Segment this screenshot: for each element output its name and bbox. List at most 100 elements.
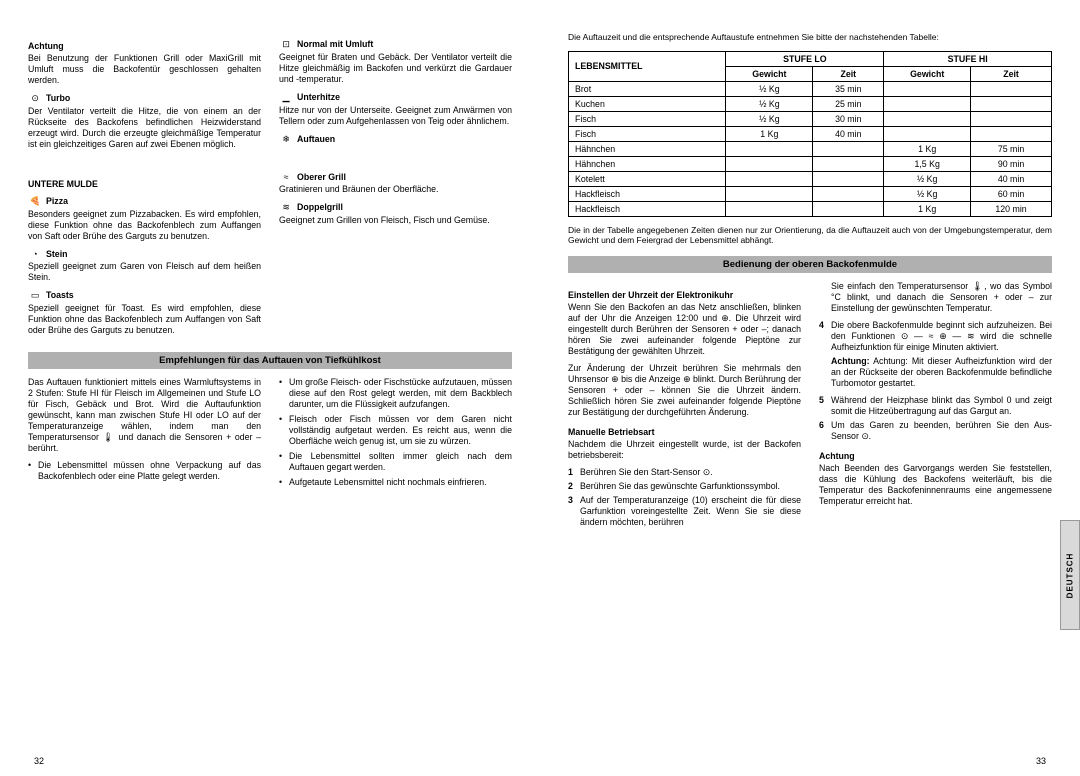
table-cell: Fisch <box>569 111 726 126</box>
list-item: Fleisch oder Fisch müssen vor dem Garen … <box>279 414 512 447</box>
list-item: Berühren Sie das gewünschte Garfunktions… <box>568 481 801 492</box>
table-cell: Hähnchen <box>569 156 726 171</box>
table-cell <box>813 171 884 186</box>
table-cell: ½ Kg <box>726 81 813 96</box>
table-cell: Kotelett <box>569 171 726 186</box>
ol-steps-2: Die obere Backofenmulde beginnt sich auf… <box>819 320 1052 353</box>
p-cont: Sie einfach den Temperatursensor 🌡, wo d… <box>819 281 1052 314</box>
list-item: Aufgetaute Lebensmittel nicht nochmals e… <box>279 477 512 488</box>
turbo-icon: ⊙ <box>28 93 42 104</box>
language-tab: DEUTSCH <box>1060 520 1080 630</box>
p-defrost-intro: Das Auftauen funktioniert mittels eines … <box>28 377 261 454</box>
p-pizza: Besonders geeignet zum Pizzabacken. Es w… <box>28 209 261 242</box>
table-cell: 40 min <box>971 171 1052 186</box>
th-time2: Zeit <box>971 66 1052 81</box>
table-cell <box>813 156 884 171</box>
list-item: Auf der Temperaturanzeige (10) erscheint… <box>568 495 801 528</box>
page-number-left: 32 <box>34 756 44 766</box>
th-weight2: Gewicht <box>884 66 971 81</box>
table-cell: 40 min <box>813 126 884 141</box>
table-cell: 1,5 Kg <box>884 156 971 171</box>
table-cell <box>813 201 884 216</box>
table-cell <box>971 126 1052 141</box>
table-cell <box>884 96 971 111</box>
table-cell: Kuchen <box>569 96 726 111</box>
list-item: Die Lebensmittel sollten immer gleich na… <box>279 451 512 473</box>
p-table-intro: Die Auftauzeit und die entsprechende Auf… <box>568 32 1052 43</box>
p-toasts: Speziell geeignet für Toast. Es wird emp… <box>28 303 261 336</box>
table-cell: Fisch <box>569 126 726 141</box>
table-cell <box>726 171 813 186</box>
umluft-icon: ⊡ <box>279 39 293 50</box>
page-right: Die Auftauzeit und die entsprechende Auf… <box>540 0 1080 776</box>
table-row: Hähnchen1 Kg75 min <box>569 141 1052 156</box>
table-cell: ½ Kg <box>884 186 971 201</box>
table-cell: 35 min <box>813 81 884 96</box>
th-food: LEBENSMITTEL <box>569 51 726 81</box>
p-stein: Speziell geeignet zum Garen von Fleisch … <box>28 261 261 283</box>
defrost-table: LEBENSMITTEL STUFE LO STUFE HI Gewicht Z… <box>568 51 1052 217</box>
bar-bedienung: Bedienung der oberen Backofenmulde <box>568 256 1052 273</box>
table-row: Kuchen½ Kg25 min <box>569 96 1052 111</box>
p-note2: Achtung: Achtung: Mit dieser Aufheizfunk… <box>819 356 1052 389</box>
h-doppelgrill: Doppelgrill <box>297 202 343 212</box>
h-obergrill: Oberer Grill <box>297 172 346 182</box>
table-row: Brot½ Kg35 min <box>569 81 1052 96</box>
h-auftauen: Auftauen <box>297 134 335 144</box>
ol-steps-3: Während der Heizphase blinkt das Symbol … <box>819 395 1052 442</box>
list-defrost-2: Um große Fleisch- oder Fischstücke aufzu… <box>279 377 512 488</box>
doppelgrill-icon: ≋ <box>279 202 293 213</box>
table-cell <box>971 111 1052 126</box>
h-achtung2: Achtung <box>819 451 1052 461</box>
ol-steps: Berühren Sie den Start-Sensor ⊙. Berühre… <box>568 467 801 528</box>
list-defrost-1: Die Lebensmittel müssen ohne Verpackung … <box>28 460 261 482</box>
list-item: Um große Fleisch- oder Fischstücke aufzu… <box>279 377 512 410</box>
table-row: Fisch1 Kg40 min <box>569 126 1052 141</box>
table-cell <box>813 141 884 156</box>
page-spread: Achtung Bei Benutzung der Funktionen Gri… <box>0 0 1080 776</box>
h-umluft: Normal mit Umluft <box>297 39 373 49</box>
bar-auftauen: Empfehlungen für das Auftauen von Tiefkü… <box>28 352 512 369</box>
th-lo: STUFE LO <box>726 51 884 66</box>
h-pizza: Pizza <box>46 196 68 206</box>
table-cell: 30 min <box>813 111 884 126</box>
table-row: Hackfleisch ½ Kg60 min <box>569 186 1052 201</box>
unterhitze-icon: ▁ <box>279 92 293 103</box>
table-cell: ½ Kg <box>726 111 813 126</box>
th-time: Zeit <box>813 66 884 81</box>
table-cell: 60 min <box>971 186 1052 201</box>
p-umluft: Geeignet für Braten und Gebäck. Der Vent… <box>279 52 512 85</box>
table-cell: 1 Kg <box>884 141 971 156</box>
table-cell: 1 Kg <box>726 126 813 141</box>
table-cell <box>726 201 813 216</box>
h-einstellen: Einstellen der Uhrzeit der Elektronikuhr <box>568 290 801 300</box>
table-cell: 75 min <box>971 141 1052 156</box>
p-s1b: Zur Änderung der Uhrzeit berühren Sie me… <box>568 363 801 418</box>
list-item: Während der Heizphase blinkt das Symbol … <box>819 395 1052 417</box>
table-cell: ½ Kg <box>726 96 813 111</box>
table-row: Hackfleisch1 Kg120 min <box>569 201 1052 216</box>
pizza-icon: 🍕 <box>28 196 42 207</box>
table-cell: Hackfleisch <box>569 201 726 216</box>
table-row: Hähnchen 1,5 Kg90 min <box>569 156 1052 171</box>
p-s2: Nachdem die Uhrzeit eingestellt wurde, i… <box>568 439 801 461</box>
toasts-icon: ▭ <box>28 290 42 301</box>
table-cell <box>726 186 813 201</box>
table-cell <box>884 126 971 141</box>
table-cell: 90 min <box>971 156 1052 171</box>
table-cell <box>813 186 884 201</box>
table-cell: Hackfleisch <box>569 186 726 201</box>
table-cell <box>884 111 971 126</box>
table-row: Kotelett½ Kg40 min <box>569 171 1052 186</box>
p-obergrill: Gratinieren und Bräunen der Oberfläche. <box>279 184 512 195</box>
table-row: Fisch½ Kg30 min <box>569 111 1052 126</box>
h-toasts: Toasts <box>46 290 74 300</box>
p-achtung: Bei Benutzung der Funktionen Grill oder … <box>28 53 261 86</box>
table-cell <box>726 141 813 156</box>
table-cell <box>884 81 971 96</box>
list-item: Um das Garen zu beenden, berühren Sie de… <box>819 420 1052 442</box>
page-left: Achtung Bei Benutzung der Funktionen Gri… <box>0 0 540 776</box>
th-weight: Gewicht <box>726 66 813 81</box>
table-cell: 25 min <box>813 96 884 111</box>
auftauen-icon: ❄ <box>279 134 293 145</box>
